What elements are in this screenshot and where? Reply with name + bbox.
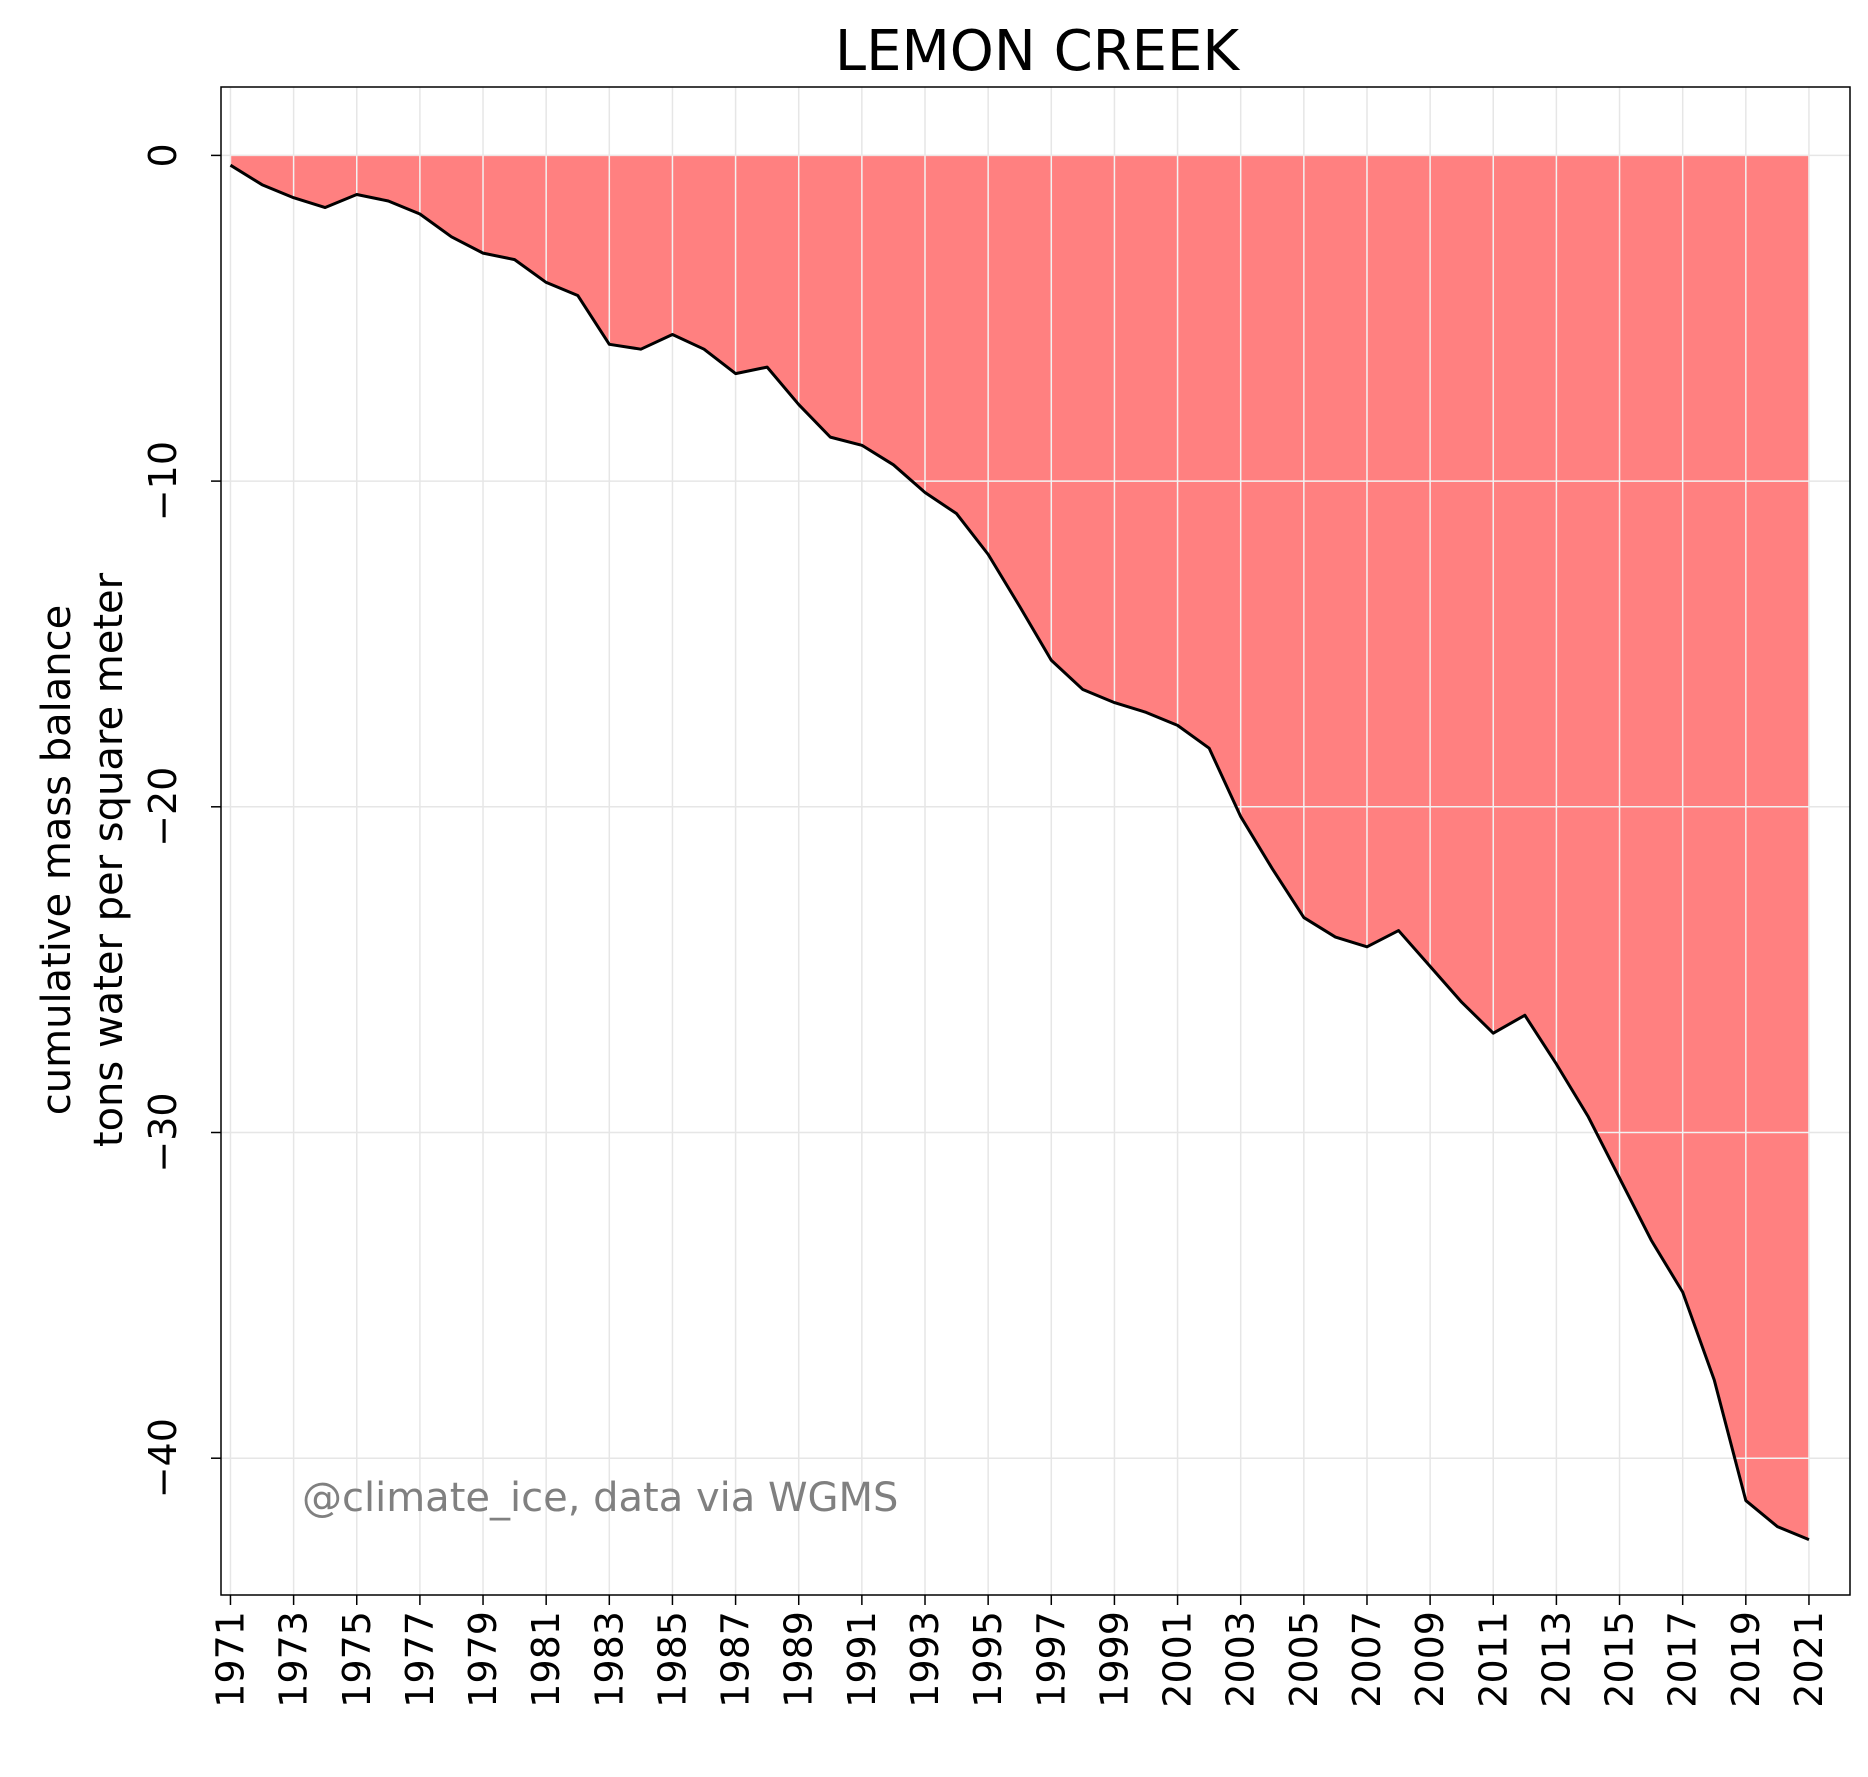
data-point [1649, 1238, 1653, 1242]
data-point [639, 347, 643, 351]
data-point [797, 403, 801, 407]
data-point [1302, 916, 1306, 920]
data-point [1775, 1525, 1779, 1529]
x-tick-label: 1973 [272, 1611, 316, 1708]
data-point [1618, 1176, 1622, 1180]
data-point [1744, 1499, 1748, 1503]
data-point [386, 199, 390, 203]
cumulative-mass-balance-line [229, 163, 1810, 1542]
data-point [544, 280, 548, 284]
x-tick-label: 1979 [461, 1611, 505, 1708]
data-point [891, 463, 895, 467]
data-point [1081, 688, 1085, 692]
data-point [955, 512, 959, 516]
x-tick-label: 1991 [840, 1611, 884, 1708]
data-point [702, 347, 706, 351]
fill-layer [230, 155, 1809, 1540]
x-tick-label: 1987 [714, 1611, 758, 1708]
data-point [828, 435, 832, 439]
data-point [1586, 1114, 1590, 1118]
y-tick-label: −10 [141, 441, 185, 521]
chart-title: LEMON CREEK [835, 19, 1240, 84]
data-point [1712, 1378, 1716, 1382]
plot-frame [220, 86, 1851, 1596]
x-tick-label: 2011 [1471, 1611, 1515, 1708]
x-tick-label: 1977 [398, 1611, 442, 1708]
x-tick-label: 1997 [1029, 1611, 1073, 1708]
data-point [513, 258, 517, 262]
x-tick-label: 1981 [524, 1611, 568, 1708]
data-point [670, 333, 674, 337]
y-axis-title-line-1: cumulative mass balance [34, 605, 80, 1115]
x-tick-label: 1993 [903, 1611, 947, 1708]
x-tick-label: 1971 [208, 1611, 252, 1708]
x-tick-label: 1989 [777, 1611, 821, 1708]
data-point [1523, 1013, 1527, 1017]
x-tick-label: 1985 [650, 1611, 694, 1708]
x-tick-label: 2015 [1598, 1611, 1642, 1708]
data-point [1207, 746, 1211, 750]
x-tick-label: 2019 [1724, 1611, 1768, 1708]
x-tick-label: 2009 [1408, 1611, 1452, 1708]
data-point [765, 365, 769, 369]
data-point [1807, 1538, 1811, 1542]
data-point [481, 251, 485, 255]
data-point [418, 212, 422, 216]
data-point [860, 443, 864, 447]
data-point [986, 552, 990, 556]
x-tick-label: 1999 [1092, 1611, 1136, 1708]
data-point [1144, 710, 1148, 714]
y-axis: 0 −10 −20 −30 −40 [141, 143, 221, 1498]
y-tick-label: −20 [141, 767, 185, 847]
data-point [323, 206, 327, 210]
data-point [1239, 815, 1243, 819]
data-point [1554, 1062, 1558, 1066]
data-point [1491, 1031, 1495, 1035]
data-point [1365, 945, 1369, 949]
data-point [607, 342, 611, 346]
data-point [449, 235, 453, 239]
data-point [1018, 604, 1022, 608]
data-point [260, 183, 264, 187]
data-point [923, 490, 927, 494]
data-point [1460, 1000, 1464, 1004]
x-tick-label: 2021 [1787, 1611, 1831, 1708]
data-point [1112, 701, 1116, 705]
y-tick-label: 0 [141, 143, 185, 167]
x-tick-label: 2003 [1219, 1611, 1263, 1708]
data-point [228, 163, 232, 167]
data-point [1270, 867, 1274, 871]
data-point [1176, 723, 1180, 727]
credit-annotation: @climate_ice, data via WGMS [302, 1475, 898, 1521]
x-tick-label: 2017 [1661, 1611, 1705, 1708]
data-point [1397, 929, 1401, 933]
y-tick-label: −40 [141, 1418, 185, 1498]
y-axis-title-line-2: tons water per square meter [86, 572, 132, 1147]
x-tick-label: 1983 [587, 1611, 631, 1708]
x-tick-label: 1975 [335, 1611, 379, 1708]
x-tick-label: 2013 [1534, 1611, 1578, 1708]
data-point [1333, 935, 1337, 939]
data-point [355, 192, 359, 196]
x-tick-label: 2005 [1282, 1611, 1326, 1708]
data-point [1049, 658, 1053, 662]
x-tick-label: 2007 [1345, 1611, 1389, 1708]
x-axis: 1971 1973 1975 1977 1979 1981 1983 1985 1987 1989… [208, 1595, 1831, 1708]
x-tick-label: 1995 [966, 1611, 1010, 1708]
data-point [1681, 1290, 1685, 1294]
y-tick-label: −30 [141, 1092, 185, 1172]
cumulative-mass-balance-area [230, 155, 1809, 1540]
data-point [292, 196, 296, 200]
x-tick-label: 2001 [1156, 1611, 1200, 1708]
line-layer [228, 163, 1811, 1542]
data-point [576, 293, 580, 297]
data-point [1428, 964, 1432, 968]
data-point [734, 372, 738, 376]
